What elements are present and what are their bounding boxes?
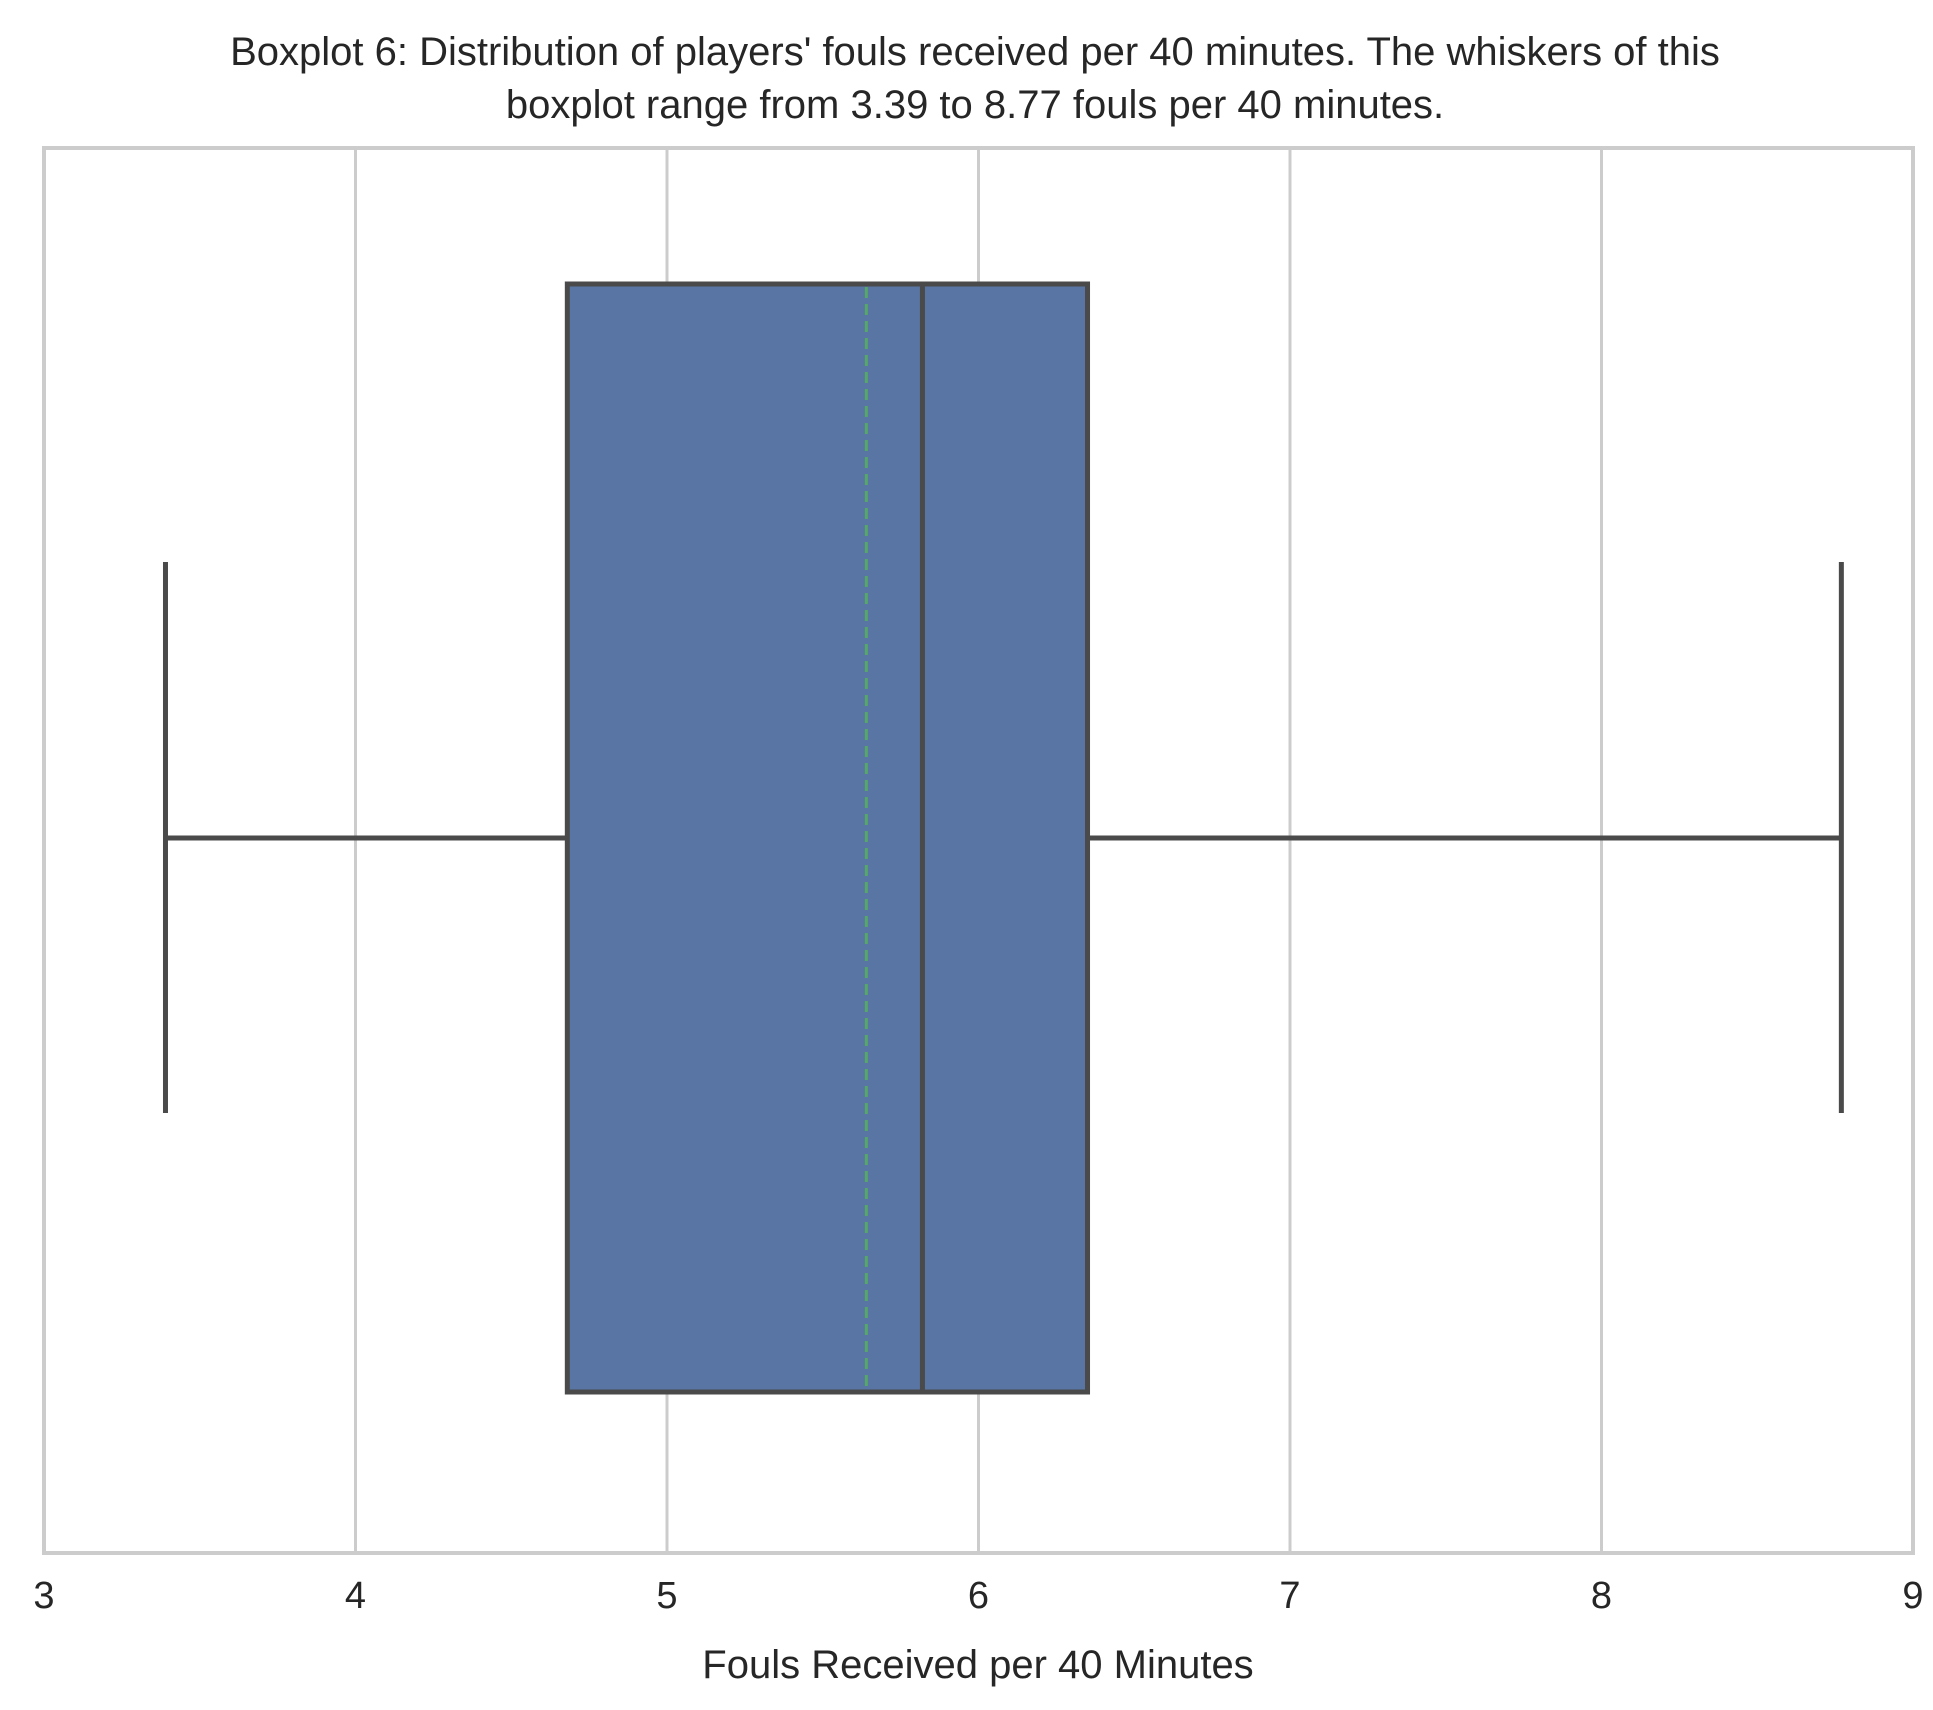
chart-title-line-2: boxplot range from 3.39 to 8.77 fouls pe… [506,83,1444,127]
x-tick-label-8: 8 [1591,1575,1612,1617]
iqr-box [564,281,1091,1395]
x-tick-label-6: 6 [968,1575,989,1617]
chart-title-line-1: Boxplot 6: Distribution of players' foul… [230,30,1720,74]
x-axis-label: Fouls Received per 40 Minutes [702,1643,1253,1687]
boxplot-group [162,281,1844,1395]
x-tick-label-3: 3 [33,1575,54,1617]
x-tick-label-9: 9 [1902,1575,1923,1617]
plot-area-frame [42,146,1915,1555]
x-tick-label-4: 4 [345,1575,366,1617]
x-tick-label-7: 7 [1279,1575,1300,1617]
x-tick-label-5: 5 [656,1575,677,1617]
x-axis-ticks: 3 4 5 6 7 8 9 [33,1575,1923,1617]
